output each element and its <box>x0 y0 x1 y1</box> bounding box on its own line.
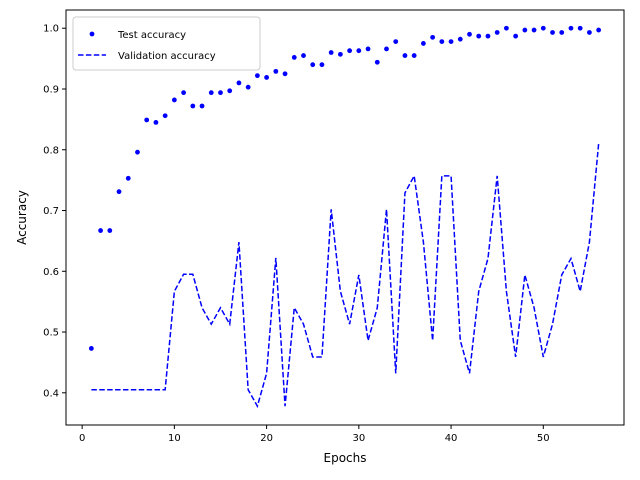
y-tick-label: 0.8 <box>43 145 59 156</box>
test-accuracy-point <box>319 62 325 68</box>
test-accuracy-point <box>402 53 408 58</box>
test-accuracy-point <box>337 51 343 57</box>
test-accuracy-point <box>476 33 482 39</box>
axes-frame <box>65 9 625 426</box>
y-tick-label: 0.9 <box>43 84 59 95</box>
test-accuracy-point <box>236 80 242 86</box>
test-accuracy-point <box>467 31 472 37</box>
x-tick-label: 0 <box>79 433 85 444</box>
test-accuracy-point <box>540 25 546 31</box>
test-accuracy-point <box>181 90 187 96</box>
data-marks <box>88 25 602 409</box>
test-accuracy-point <box>310 62 316 68</box>
test-accuracy-point <box>347 48 353 54</box>
test-accuracy-point <box>356 48 362 54</box>
test-accuracy-point <box>430 34 436 40</box>
x-tick-label: 10 <box>168 433 181 444</box>
test-accuracy-point <box>208 90 214 96</box>
test-accuracy-point <box>171 97 177 103</box>
test-accuracy-point <box>301 53 306 58</box>
test-accuracy-point <box>577 25 583 31</box>
test-accuracy-point <box>264 75 269 80</box>
legend-test-label: Test accuracy <box>117 30 186 41</box>
test-accuracy-point <box>227 88 233 94</box>
test-accuracy-point <box>116 189 122 195</box>
y-tick-label: 0.6 <box>43 267 59 278</box>
test-accuracy-point <box>374 59 380 65</box>
test-accuracy-point <box>513 33 519 39</box>
test-accuracy-point <box>494 30 500 35</box>
test-accuracy-point <box>107 228 113 233</box>
validation-accuracy-line <box>91 143 600 409</box>
test-accuracy-point <box>393 39 399 44</box>
test-accuracy-point <box>153 120 159 125</box>
test-accuracy-point <box>98 228 103 233</box>
test-accuracy-point <box>245 84 251 90</box>
test-accuracy-point <box>504 25 509 31</box>
y-tick-label: 0.4 <box>43 388 59 399</box>
x-ticks: 0 10 20 30 40 50 <box>79 425 550 444</box>
test-accuracy-point <box>439 39 445 44</box>
test-accuracy-point <box>218 90 223 96</box>
test-accuracy-point <box>282 71 288 77</box>
test-accuracy-point <box>365 46 371 52</box>
y-axis-label: Accuracy <box>15 190 29 245</box>
x-tick-label: 20 <box>260 433 273 444</box>
legend-validation-label: Validation accuracy <box>118 51 216 62</box>
test-accuracy-point <box>199 103 205 109</box>
y-tick-label: 0.7 <box>43 206 59 217</box>
x-axis-label: Epochs <box>324 451 367 465</box>
legend: Test accuracy Validation accuracy <box>72 16 261 71</box>
test-accuracy-point <box>421 41 426 46</box>
test-accuracy-point <box>273 68 279 74</box>
legend-test-marker <box>89 31 95 37</box>
test-accuracy-point <box>144 117 150 123</box>
x-tick-label: 30 <box>352 433 365 444</box>
test-accuracy-point <box>254 73 260 79</box>
x-tick-label: 40 <box>445 433 458 444</box>
x-tick-label: 50 <box>537 433 550 444</box>
test-accuracy-point <box>568 25 574 31</box>
test-accuracy-point <box>88 346 94 351</box>
test-accuracy-point <box>411 53 417 58</box>
test-accuracy-point <box>550 30 555 35</box>
y-ticks: 0.4 0.5 0.6 0.7 0.8 0.9 1.0 <box>43 24 66 399</box>
y-tick-label: 0.5 <box>43 328 59 339</box>
test-accuracy-point <box>190 103 196 109</box>
test-accuracy-point <box>135 149 140 155</box>
test-accuracy-point <box>587 30 592 35</box>
test-accuracy-point <box>328 50 334 55</box>
test-accuracy-point <box>485 33 491 39</box>
legend-box <box>72 16 261 71</box>
test-accuracy-point <box>291 54 297 60</box>
test-accuracy-point <box>384 46 389 52</box>
test-accuracy-point <box>162 113 168 119</box>
test-accuracy-point <box>559 30 565 35</box>
test-accuracy-point <box>522 27 528 33</box>
test-accuracy-point <box>596 27 602 33</box>
test-accuracy-point <box>125 175 131 181</box>
y-tick-label: 1.0 <box>43 24 59 35</box>
test-accuracy-point <box>457 36 463 42</box>
test-accuracy-point <box>531 27 537 33</box>
test-accuracy-point <box>448 39 454 44</box>
